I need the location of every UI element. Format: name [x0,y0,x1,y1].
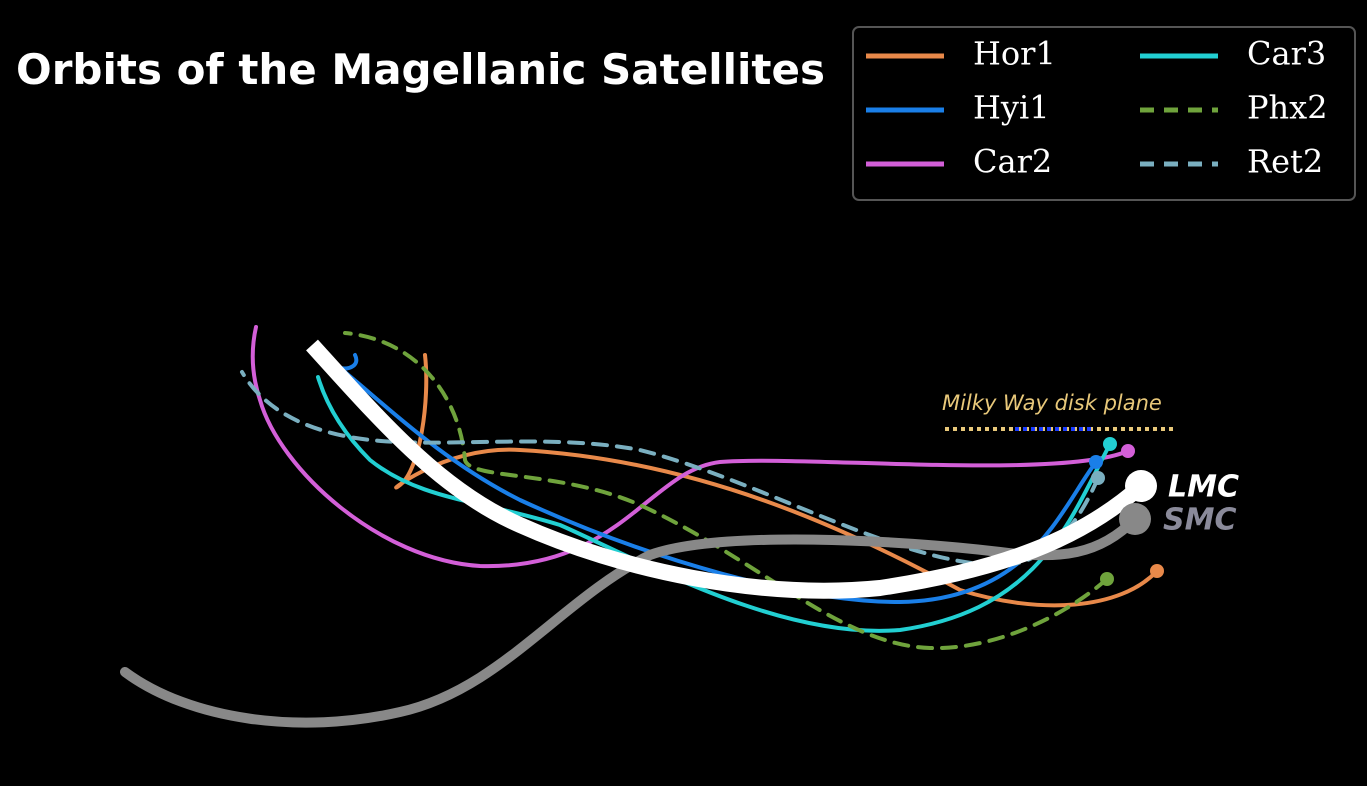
orbit-marker [1091,471,1105,485]
orbit-marker [1089,455,1103,469]
legend: Hor1 Hyi1 Car2 Car3 Phx2 Ret2 [866,35,1328,181]
lmc-marker [1125,470,1157,502]
legend-label: Ret2 [1247,143,1323,181]
legend-label: Car3 [1247,35,1326,73]
legend-box [852,26,1356,201]
smc-orbit [120,514,1140,728]
lmc-orbit [306,339,1147,599]
orbit [316,375,1112,633]
orbits [120,325,1164,728]
orbit-marker [1121,444,1135,458]
orbit-marker [1103,437,1117,451]
annotation: Milky Way disk plane [942,391,1162,415]
lmc-label: LMC [1168,470,1239,505]
title: Orbits of the Magellanic Satellites [16,45,825,94]
orbit [343,331,1109,651]
orbit-marker [1100,572,1114,586]
legend-label: Hyi1 [973,89,1050,127]
orbit [240,370,1100,568]
smc-label: SMC [1163,503,1236,538]
legend-label: Car2 [973,143,1052,181]
legend-label: Phx2 [1247,89,1328,127]
legend-label: Hor1 [973,35,1056,73]
orbit-marker [1150,564,1164,578]
orbit [394,353,1159,608]
smc-marker [1119,503,1151,535]
